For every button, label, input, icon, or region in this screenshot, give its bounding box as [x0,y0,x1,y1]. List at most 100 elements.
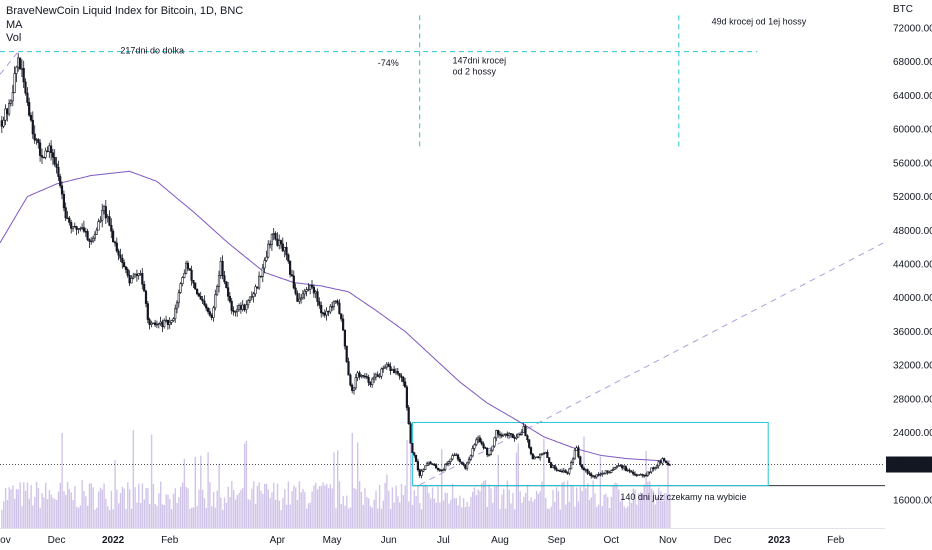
volume-bar [240,490,242,528]
volume-bar [380,508,383,528]
volume-bar [605,493,607,528]
x-tick-label: Jun [381,535,397,546]
volume-bar [180,486,182,528]
candle-body [493,437,496,447]
volume-bar [645,450,647,528]
candle-body [139,273,142,275]
y-tick-label: 28000.00 [893,394,932,405]
candle-body [535,456,538,458]
candle-body [610,470,613,473]
candle-body [154,322,157,326]
volume-bar [658,487,660,528]
volume-bar [597,504,600,528]
candle-body [55,163,58,168]
candle-body [553,465,556,469]
candle-body [648,471,651,473]
candle-body [422,469,425,472]
volume-bar [579,486,582,528]
y-tick-label: 72000.00 [893,24,932,35]
volume-bar [628,499,631,528]
volume-bar [572,486,574,528]
volume-bar [430,498,432,528]
candle-body [343,329,347,347]
candle-body [537,456,540,459]
volume-bar [24,490,27,528]
annotation-text[interactable]: od 2 hossy [453,66,497,76]
candle-body [219,260,222,276]
annotation-text[interactable]: 49d krocej od 1ej hossy [712,17,807,27]
candle-body [13,73,16,93]
volume-bar [59,482,61,528]
candle-body [181,277,184,284]
annotation-text[interactable]: 140 dni juz czekamy na wybicie [620,492,746,502]
volume-bar [26,482,29,528]
candle-body [143,283,146,292]
candle-body [391,368,394,371]
x-tick-label: Nov [659,535,677,546]
volume-bar [503,489,505,528]
volume-bar [625,508,627,528]
volume-bar [347,508,350,528]
volume-bar [307,503,310,528]
candle-body [601,472,604,475]
y-axis[interactable]: BTC16000.0020000.0024000.0028000.0032000… [886,4,932,507]
volume-legend[interactable]: Vol [6,32,22,44]
candle-body [646,471,649,476]
candle-body [28,102,31,116]
candle-body [599,473,602,476]
candle-body [227,287,230,297]
candle-body [455,454,458,456]
candle-body [243,304,246,311]
candle-body [413,452,416,456]
volume-bar [603,494,605,528]
candle-body [64,207,67,219]
last-price-value: 20210.62 [889,461,931,472]
candle-body [345,345,348,363]
candle-body [42,156,45,159]
candle-body [542,453,545,455]
candle-body [24,81,27,94]
volume-bar [63,491,65,528]
candle-body [392,368,396,374]
candle-body [491,445,494,451]
volume-bar [433,498,436,528]
candle-body [555,468,558,471]
volume-bar [23,482,25,528]
volume-bar [464,507,467,528]
annotation-text[interactable]: -74% [378,58,399,68]
volume-bar [172,493,175,528]
consolidation-box[interactable] [411,421,769,487]
volume-bar [630,502,633,528]
volume-bar [453,498,456,528]
candle-body [6,108,9,115]
candle-body [549,462,553,469]
candle-body [228,295,232,302]
candle-body [495,430,498,439]
candle-body [586,469,589,474]
candle-body [584,469,587,471]
candle-body [424,465,427,470]
x-axis[interactable]: Nov Dec 2022 Feb Apr May Jun Jul Aug Sep Oct Nov Dec… [0,528,885,547]
volume-bar [607,497,609,528]
annotation-text[interactable]: 217dni do dolka [120,45,184,55]
volume-bar [650,488,653,528]
candle-body [409,423,412,444]
volume-bar [256,486,259,528]
volume-bar [364,488,366,528]
annotation-text[interactable]: 147dni krocej [453,55,507,65]
candle-body [66,217,69,220]
candle-body [642,474,646,477]
volume-bar [39,508,41,528]
volume-bar [333,452,335,528]
volume-bar [400,483,403,528]
volume-bar [92,487,94,528]
volume-bar [169,499,171,528]
candle-body [15,66,18,74]
ma-legend[interactable]: MA [6,19,23,31]
volume-bar [477,489,479,528]
volume-bar [389,509,392,528]
candle-body [650,467,653,473]
candle-body [190,269,193,281]
volume-bar [428,493,430,528]
